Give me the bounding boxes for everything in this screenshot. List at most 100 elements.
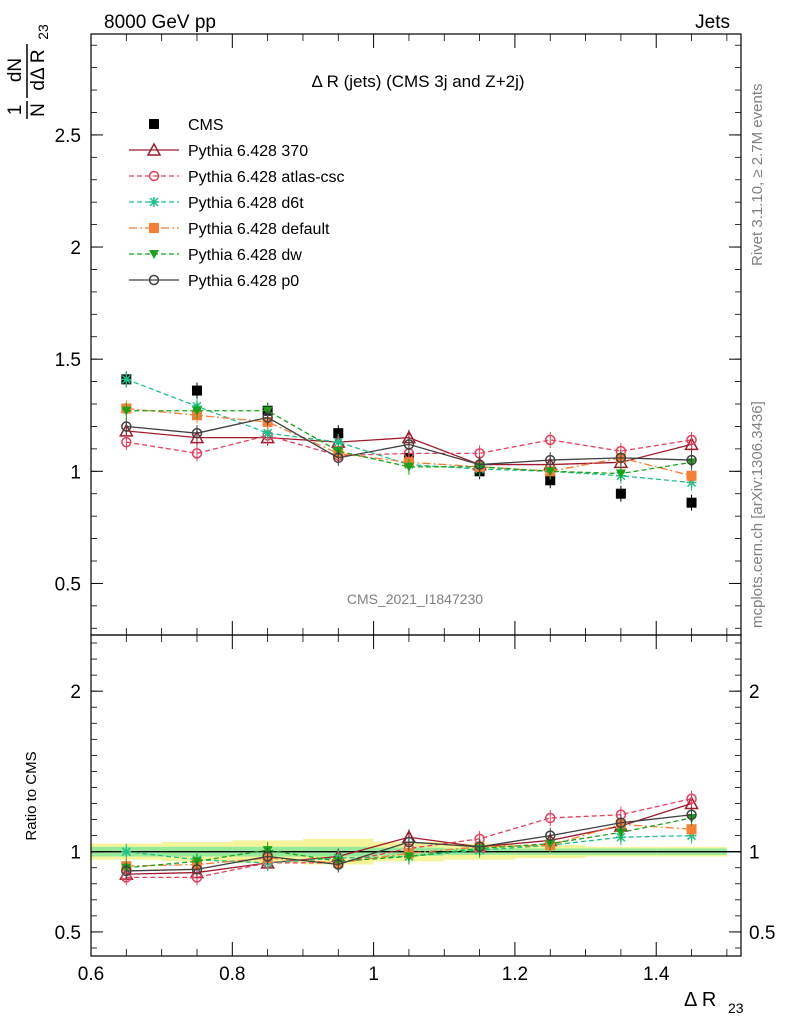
ylabel-subscript: 23 (35, 24, 51, 40)
analysis-watermark: CMS_2021_I1847230 (347, 591, 483, 607)
ratio-series-layer (119, 790, 699, 886)
main-ytick-label-3: 2 (70, 238, 81, 259)
category-label: Jets (695, 12, 730, 33)
ratio-point-4-4 (403, 852, 414, 862)
main-point-5-1 (191, 406, 202, 416)
legend-label-5: Pythia 6.428 dw (188, 247, 302, 264)
main-point-6-0 (121, 421, 132, 432)
main-point-6-1 (191, 427, 203, 439)
legend-entry-0: CMS (149, 117, 224, 134)
ratio-ytick-label-right-2: 2 (749, 682, 760, 703)
ylabel-one: 1 (5, 105, 26, 116)
main-point-2-6 (544, 434, 556, 446)
main-ytick-label-1: 1 (70, 462, 81, 483)
ratio-point-4-7 (615, 828, 626, 838)
ratio-frame (90, 634, 742, 957)
x-tick-label-0: 0.6 (78, 964, 104, 985)
main-point-0-1 (191, 385, 202, 396)
ratio-point-5-8 (686, 809, 697, 821)
ratio-point-5-4 (403, 836, 415, 848)
main-point-0-8 (686, 497, 697, 508)
ratio-axes: 0.5 0.5 1 1 2 2 0.6 0.8 1 1.2 1.4 (55, 634, 775, 985)
legend-marker-5 (149, 250, 159, 259)
main-point-6-4 (403, 439, 415, 450)
main-series-layer (119, 371, 699, 511)
ratio-point-2-0 (121, 846, 132, 857)
main-point-6-7 (615, 452, 627, 464)
x-tick-label-2: 1 (368, 964, 379, 985)
legend-entry-4: Pythia 6.428 default (129, 221, 330, 238)
main-ytick-label-2: 1.5 (55, 350, 81, 371)
legend-marker-4 (149, 223, 159, 233)
main-ytick-label-0: 0.5 (55, 574, 81, 595)
main-point-3-2 (262, 428, 273, 439)
source-label: mcplots.cern.ch [arXiv:1306.3436] (749, 401, 766, 628)
legend-entry-2: Pythia 6.428 atlas-csc (129, 169, 345, 186)
x-tick-label-4: 1.4 (643, 964, 670, 985)
legend-label-0: CMS (188, 117, 224, 134)
ratio-point-3-8 (686, 824, 697, 835)
plot-title: Δ R (jets) (CMS 3j and Z+2j) (311, 72, 524, 91)
legend-label-6: Pythia 6.428 p0 (188, 273, 299, 290)
ratio-point-4-6 (545, 839, 556, 849)
ratio-ytick-label-right-1: 1 (749, 843, 760, 864)
main-point-2-0 (121, 436, 132, 448)
x-axis-label: Δ R 23 (684, 989, 744, 1016)
ratio-panel: 0.5 0.5 1 1 2 2 0.6 0.8 1 1.2 1.4 Ratio to CMS Δ R… (23, 634, 775, 1016)
main-point-3-3 (333, 437, 344, 448)
x-axis-label-main: Δ R (684, 989, 716, 1011)
main-point-5-4 (403, 462, 414, 472)
main-series-line-5 (126, 410, 692, 475)
legend-entry-6: Pythia 6.428 p0 (129, 273, 299, 290)
ratio-ytick-label-right-0: 0.5 (749, 923, 775, 944)
legend-marker-0 (149, 119, 159, 129)
ratio-ytick-label-1: 1 (70, 843, 81, 864)
ylabel-dn: dN (5, 58, 26, 82)
legend-marker-3 (149, 197, 159, 207)
main-point-5-0 (121, 406, 132, 416)
main-point-6-6 (544, 454, 556, 466)
ratio-ytick-label-2: 2 (70, 682, 81, 703)
ratio-point-5-6 (544, 830, 556, 841)
ratio-point-5-1 (191, 864, 203, 875)
main-point-6-5 (474, 459, 485, 470)
legend-entry-1: Pythia 6.428 370 (129, 142, 308, 160)
ylabel-dr: dΔ R (28, 49, 49, 90)
ratio-point-5-7 (615, 817, 627, 829)
main-ytick-label-4: 2.5 (55, 126, 81, 147)
rivet-version-label: Rivet 3.1.10, ≥ 2.7M events (749, 84, 766, 267)
ylabel-n: N (28, 103, 49, 117)
legend-label-2: Pythia 6.428 atlas-csc (188, 169, 345, 186)
ratio-point-1-6 (544, 812, 556, 824)
legend: CMS Pythia 6.428 370 Pythia 6.428 atlas-cs… (129, 117, 345, 290)
ratio-y-axis-label: Ratio to CMS (23, 751, 40, 840)
legend-label-1: Pythia 6.428 370 (188, 143, 308, 160)
ratio-point-5-0 (121, 865, 132, 877)
x-axis-label-sub: 23 (728, 1000, 744, 1016)
main-point-0-6 (545, 475, 556, 486)
main-point-4-8 (686, 470, 697, 481)
ratio-ytick-label-0: 0.5 (55, 923, 81, 944)
legend-marker-2 (148, 170, 160, 182)
main-point-2-1 (191, 448, 203, 459)
main-y-axis-label: 1 N dN dΔ R 23 (5, 24, 51, 119)
main-point-0-3 (333, 428, 344, 439)
main-point-5-7 (615, 469, 626, 479)
main-point-2-8 (686, 434, 697, 446)
x-tick-label-1: 0.8 (219, 964, 245, 985)
energy-label: 8000 GeV pp (104, 12, 216, 33)
legend-marker-1 (146, 142, 162, 156)
legend-entry-3: Pythia 6.428 d6t (129, 195, 304, 212)
main-point-3-0 (121, 374, 132, 385)
legend-entry-5: Pythia 6.428 dw (129, 247, 302, 264)
ratio-point-5-3 (333, 859, 344, 870)
main-series-6 (121, 409, 697, 473)
legend-label-4: Pythia 6.428 default (188, 221, 330, 238)
main-point-6-3 (333, 452, 344, 464)
ratio-point-1-8 (686, 793, 697, 804)
main-point-5-6 (545, 467, 556, 477)
ratio-series-5 (121, 806, 697, 879)
ratio-point-5-2 (262, 851, 273, 862)
legend-marker-6 (148, 274, 160, 286)
main-point-6-2 (262, 412, 273, 423)
